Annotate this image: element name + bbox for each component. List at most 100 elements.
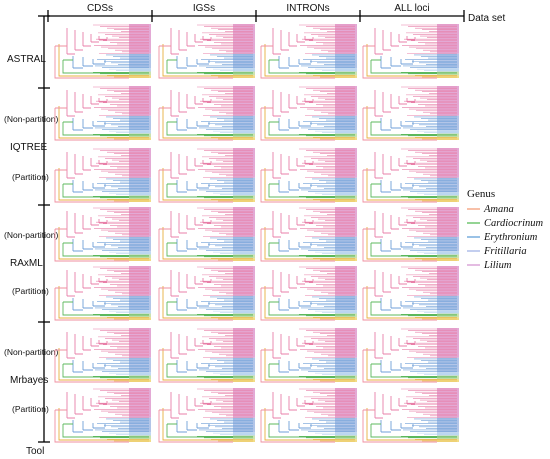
clade-branch — [58, 44, 129, 77]
clade-branch — [162, 227, 233, 260]
clade-branch — [374, 152, 416, 179]
clade-band — [335, 310, 357, 314]
clade-branch — [260, 169, 335, 203]
clade-branch — [170, 152, 212, 179]
clade-branch — [54, 409, 129, 443]
column-header: CDSs — [87, 3, 113, 14]
column-header: IGSs — [193, 3, 215, 14]
clade-branch — [58, 106, 129, 139]
clade-branch — [170, 270, 212, 297]
clade-band — [233, 435, 255, 440]
clade-branch — [374, 90, 416, 117]
clade-branch — [54, 107, 129, 141]
clade-band — [437, 137, 459, 140]
clade-band — [335, 207, 357, 237]
legend-title: Genus — [467, 188, 495, 200]
tree-panel — [54, 207, 151, 262]
clade-branch — [370, 301, 437, 316]
clade-branch — [72, 180, 106, 193]
clade-band — [233, 207, 255, 237]
clade-band — [437, 266, 459, 296]
clade-band — [437, 24, 459, 54]
clade-band — [437, 148, 459, 178]
clade-branch — [158, 107, 233, 141]
column-headers: CDSs IGSs INTRONs ALL loci — [87, 3, 430, 14]
clade-band — [335, 266, 357, 296]
clade-branch — [366, 227, 437, 260]
clade-branch — [54, 228, 129, 262]
clade-band — [129, 207, 151, 237]
legend-item-label: Erythronium — [483, 232, 538, 243]
clade-branch — [170, 28, 212, 55]
clade-branch — [158, 45, 233, 79]
clade-branch — [370, 59, 437, 74]
clade-branch — [166, 363, 233, 378]
clade-band — [437, 192, 459, 196]
clade-band — [233, 192, 255, 196]
clade-branch — [58, 168, 129, 201]
tree-panel — [54, 148, 151, 203]
tree-panel — [54, 266, 151, 321]
clade-branch — [362, 45, 437, 79]
clade-band — [129, 379, 151, 382]
clade-branch — [170, 90, 212, 117]
clade-branch — [62, 363, 129, 378]
tree-panel — [362, 388, 459, 443]
clade-branch — [158, 169, 233, 203]
clade-band — [437, 68, 459, 72]
row-ticks — [38, 15, 50, 443]
clade-band — [437, 195, 459, 200]
clade-branch — [264, 348, 335, 381]
clade-band — [129, 75, 151, 78]
clade-band — [437, 251, 459, 255]
clade-branch — [278, 239, 312, 252]
clade-band — [335, 199, 357, 202]
tree-panel — [260, 328, 357, 383]
clade-band — [335, 439, 357, 442]
clade-band — [129, 148, 151, 178]
clade-band — [335, 432, 357, 436]
clade-branch — [380, 118, 414, 131]
clade-band — [233, 439, 255, 442]
clade-band — [233, 310, 255, 314]
clade-branch — [166, 301, 233, 316]
tool-label-iqtree: IQTREE — [10, 142, 48, 153]
clade-band — [335, 71, 357, 76]
column-header: ALL loci — [394, 3, 429, 14]
clade-band — [335, 435, 357, 440]
clade-branch — [58, 286, 129, 319]
clade-band — [335, 258, 357, 261]
clade-band — [437, 372, 459, 376]
clade-band — [233, 130, 255, 134]
clade-band — [437, 130, 459, 134]
tree-panel — [260, 24, 357, 79]
clade-band — [335, 313, 357, 318]
clade-branch — [170, 332, 212, 359]
clade-branch — [278, 360, 312, 373]
clade-band — [335, 148, 357, 178]
clade-branch — [54, 349, 129, 383]
clade-band — [437, 207, 459, 237]
tree-panel — [362, 86, 459, 141]
clade-branch — [362, 107, 437, 141]
clade-band — [233, 199, 255, 202]
clade-band — [335, 388, 357, 418]
legend-item-label: Fritillaria — [483, 246, 527, 257]
clade-branch — [374, 392, 416, 419]
tree-panel — [54, 388, 151, 443]
column-header: INTRONs — [286, 3, 329, 14]
clade-branch — [268, 423, 335, 438]
clade-band — [437, 133, 459, 138]
clade-band — [335, 68, 357, 72]
clade-branch — [72, 118, 106, 131]
clade-branch — [362, 349, 437, 383]
clade-branch — [62, 183, 129, 198]
clade-branch — [374, 211, 416, 238]
tool-labels: ASTRAL (Non-partition) IQTREE (Partition… — [4, 54, 58, 414]
clade-band — [335, 328, 357, 358]
clade-branch — [370, 363, 437, 378]
clade-band — [129, 192, 151, 196]
clade-branch — [264, 168, 335, 201]
clade-branch — [162, 106, 233, 139]
